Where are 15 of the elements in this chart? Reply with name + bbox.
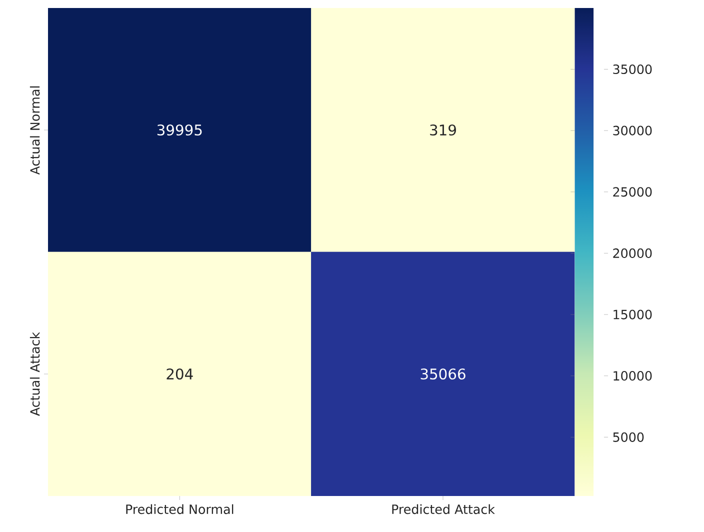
- data-label: 319: [430, 124, 456, 136]
- color-bar-label: 35000: [613, 64, 652, 74]
- data-label: 39995: [157, 124, 202, 136]
- color-bar-label: 30000: [613, 126, 652, 136]
- data-label: 35066: [420, 368, 466, 380]
- y-tick-label: Actual Normal: [30, 86, 40, 175]
- x-tick-label: Predicted Attack: [392, 504, 495, 514]
- x-tick-label: Predicted Normal: [126, 504, 234, 514]
- data-label: 204: [166, 368, 193, 380]
- color-bar-label: 25000: [613, 187, 652, 197]
- color-bar-label: 5000: [613, 432, 644, 442]
- color-bar-label: 20000: [613, 248, 652, 258]
- y-tick-label: Actual Attack: [30, 332, 40, 416]
- color-bar-label: 15000: [614, 310, 652, 320]
- color-bar-label: 10000: [614, 371, 652, 381]
